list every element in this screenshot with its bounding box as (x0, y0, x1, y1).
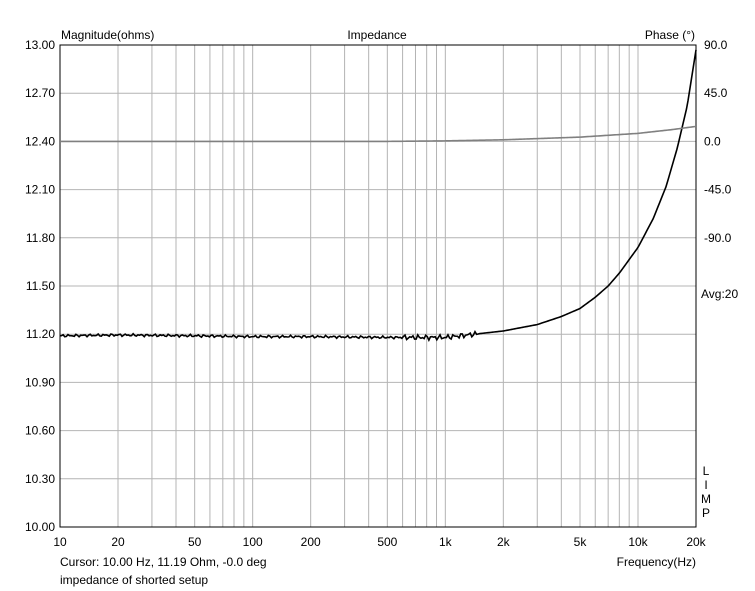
right-tick-label: -90.0 (704, 231, 732, 245)
left-tick-label: 10.60 (25, 424, 55, 438)
x-tick-label: 50 (188, 535, 202, 549)
plot-frame (59, 44, 697, 528)
limp-letter: P (701, 506, 710, 520)
x-tick-label: 100 (243, 535, 263, 549)
x-tick-label: 1k (439, 535, 453, 549)
series-layer (59, 49, 697, 343)
limp-letter: I (704, 478, 708, 492)
x-tick-label: 500 (377, 535, 397, 549)
left-tick-label: 13.00 (25, 38, 55, 52)
magnitude-series-line (59, 49, 697, 343)
caption: impedance of shorted setup (60, 573, 209, 587)
x-tick-label: 200 (301, 535, 321, 549)
right-tick-labels: 90.0 45.0 0.0 -45.0 -90.0 (704, 38, 732, 245)
left-axis-label: Magnitude(ohms) (61, 28, 154, 42)
x-tick-label: 5k (574, 535, 588, 549)
right-tick-label: 90.0 (704, 38, 728, 52)
x-tick-label: 2k (497, 535, 511, 549)
left-tick-label: 10.30 (25, 472, 55, 486)
left-tick-labels: 13.00 12.70 12.40 12.10 11.80 11.50 11.20 10.90… (25, 38, 55, 534)
cursor-readout: Cursor: 10.00 Hz, 11.19 Ohm, -0.0 deg (60, 555, 267, 569)
x-tick-label: 20k (686, 535, 706, 549)
right-tick-label: -45.0 (704, 183, 732, 197)
left-tick-label: 10.00 (25, 520, 55, 534)
x-tick-label: 20 (111, 535, 125, 549)
left-tick-label: 12.40 (25, 134, 55, 148)
avg-label: Avg:20 (701, 287, 739, 301)
left-tick-label: 11.80 (26, 231, 55, 245)
left-tick-label: 12.10 (25, 183, 55, 197)
x-tick-label: 10k (628, 535, 648, 549)
limp-letter: M (701, 492, 711, 506)
left-tick-label: 11.20 (26, 327, 55, 341)
x-axis-label: Frequency(Hz) (617, 555, 696, 569)
chart-title: Impedance (347, 28, 407, 42)
grid-lines (59, 44, 697, 528)
phase-series-line (60, 125, 697, 143)
right-tick-label: 45.0 (704, 86, 728, 100)
limp-letter: L (702, 464, 710, 478)
left-tick-label: 11.50 (26, 279, 55, 293)
right-tick-label: 0.0 (704, 134, 721, 148)
left-tick-label: 10.90 (25, 375, 55, 389)
x-tick-labels: 10 20 50 100 200 500 1k 2k 5k 10k 20k (53, 535, 706, 549)
x-tick-label: 10 (53, 535, 67, 549)
left-tick-label: 12.70 (25, 86, 55, 100)
right-axis-label: Phase (°) (645, 28, 695, 42)
